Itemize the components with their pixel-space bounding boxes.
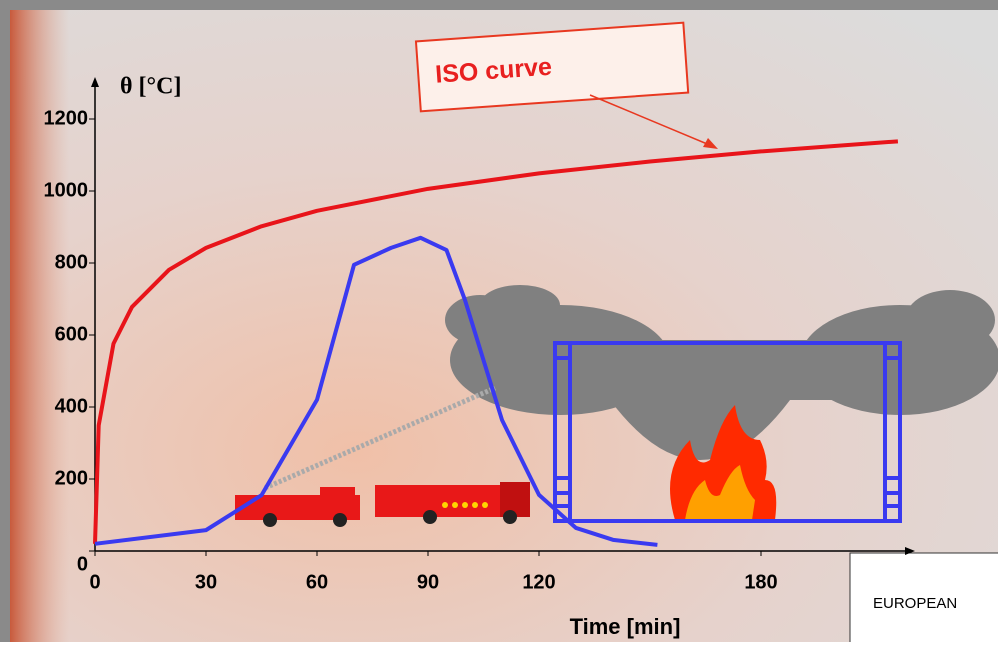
y-axis-arrow	[91, 77, 99, 87]
footer-box	[849, 552, 998, 647]
annotation-arrow	[589, 94, 713, 147]
y-tick-label: 200	[55, 467, 88, 489]
y-tick-label: 0	[77, 553, 88, 575]
annotation-arrowhead	[703, 138, 718, 149]
x-tick-label: 0	[89, 571, 100, 593]
x-tick-label: 60	[306, 571, 328, 593]
y-tick-label: 400	[55, 395, 88, 417]
y-axis-label: θ [°C]	[120, 74, 181, 100]
x-tick-label: 30	[195, 571, 217, 593]
x-tick-label: 180	[744, 571, 777, 593]
x-axis-arrow	[905, 547, 915, 555]
y-tick-label: 600	[55, 323, 88, 345]
fire-trucks	[235, 385, 530, 527]
data-line	[94, 235, 658, 547]
y-tick-label: 800	[55, 251, 88, 273]
flames	[670, 405, 777, 520]
x-tick-label: 120	[522, 571, 555, 593]
annotation-box: ISO curve	[414, 21, 690, 113]
y-tick-label: 1200	[44, 107, 89, 129]
y-tick-label: 1000	[44, 179, 89, 201]
building	[553, 341, 902, 523]
x-axis-label: Time [min]	[570, 614, 681, 639]
footer-text: EUROPEAN	[873, 595, 957, 612]
x-tick-label: 90	[417, 571, 439, 593]
data-line	[93, 139, 899, 544]
